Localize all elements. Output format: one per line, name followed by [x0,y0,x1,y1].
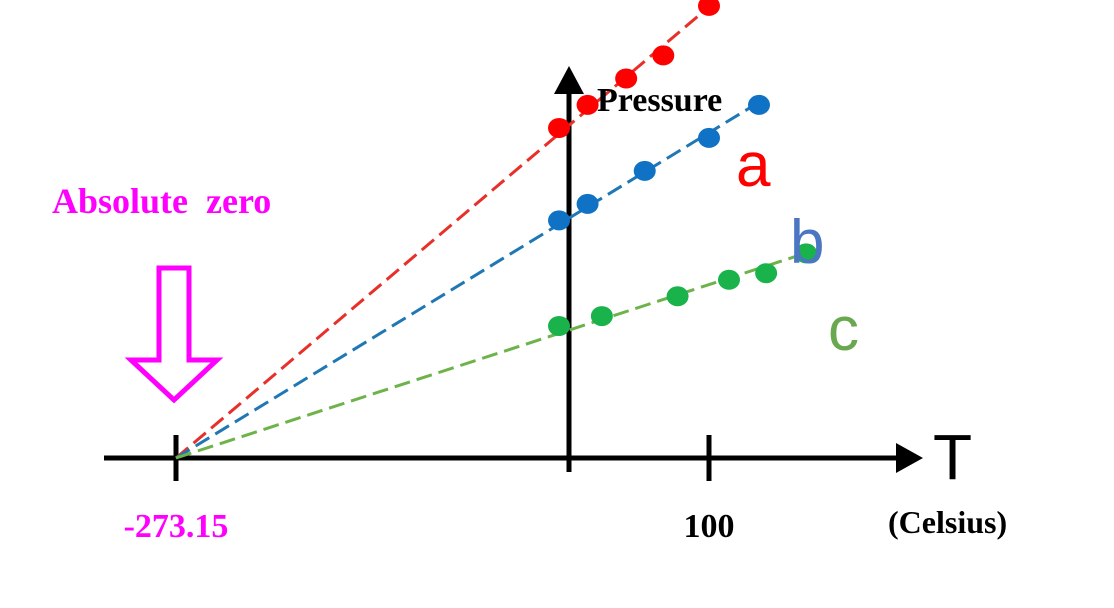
data-point-c [717,269,740,290]
x-tick-label: -273.15 [124,508,229,545]
axes [104,66,923,473]
data-point-a [698,0,720,16]
data-points [548,0,818,336]
series-label-b: b [790,208,824,277]
data-point-b [698,127,720,148]
down-arrow-icon [124,265,224,404]
x-axis-label: T [933,421,972,493]
x-axis-arrowhead [896,443,923,473]
y-axis-arrowhead [554,66,584,94]
data-point-b [576,193,599,214]
absolute-zero-annotation: Absolute zero [52,181,271,404]
data-point-a [652,45,675,66]
series-labels: a b c [736,131,859,364]
series-label-a: a [736,131,771,200]
data-point-b [747,94,770,115]
series-lines [175,5,807,460]
data-point-c [755,263,778,284]
data-point-c [795,243,818,264]
series-label-c: c [828,295,859,364]
data-point-b [548,210,571,231]
data-point-c [590,306,613,327]
data-point-a [576,94,599,115]
x-ticks: -273.15 100 [124,435,735,545]
data-point-b [633,160,656,181]
data-point-c [666,286,689,307]
series-line-c [175,251,807,460]
x-axis-unit: (Celsius) [888,504,1007,540]
series-line-b [175,100,760,460]
absolute-zero-label: Absolute zero [52,181,271,221]
data-point-a [615,68,638,89]
data-point-a [548,118,571,138]
data-point-c [548,316,571,336]
y-axis-label: Pressure [597,82,722,119]
x-tick-label: 100 [684,508,735,545]
